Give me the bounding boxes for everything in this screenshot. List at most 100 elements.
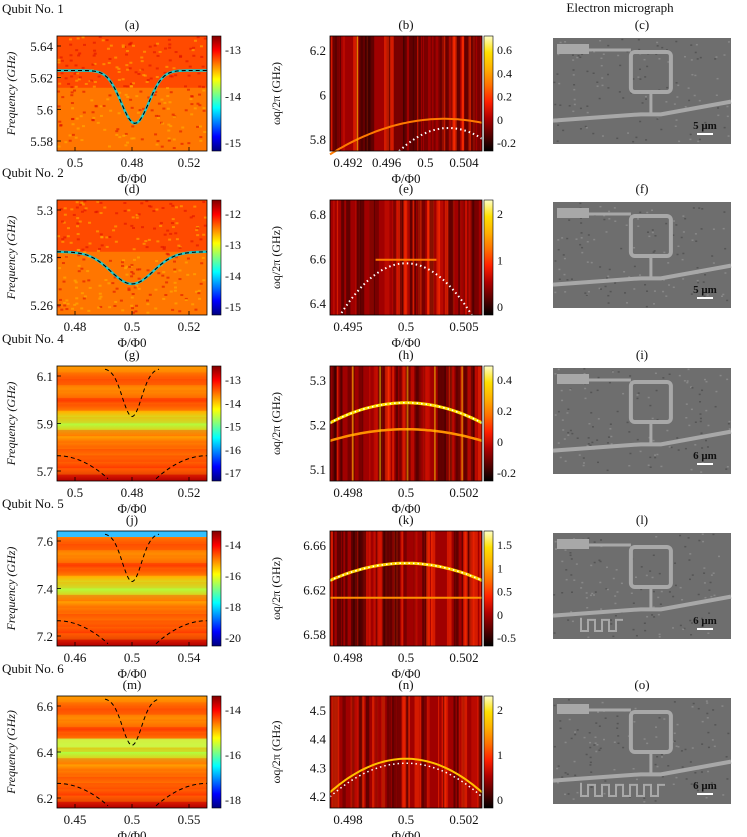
noise-grain bbox=[673, 220, 676, 222]
noise-grain bbox=[680, 236, 683, 239]
noise-pixel bbox=[170, 222, 174, 225]
noise-column bbox=[365, 696, 370, 808]
noise-grain bbox=[697, 281, 700, 284]
noise-pixel bbox=[129, 61, 133, 64]
noise-pixel bbox=[174, 206, 178, 209]
noise-grain bbox=[715, 94, 718, 97]
noise-grain bbox=[553, 81, 556, 84]
noise-pixel bbox=[174, 74, 178, 77]
noise-pixel bbox=[58, 288, 62, 291]
y-axis-label: ωq/2π (GHz) bbox=[269, 721, 283, 784]
noise-pixel bbox=[169, 202, 173, 205]
noise-grain bbox=[703, 378, 706, 381]
noise-pixel bbox=[202, 201, 206, 204]
y-tick-label: 5.8 bbox=[310, 132, 326, 147]
colorbar-tick-label: 1 bbox=[497, 748, 503, 762]
noise-pixel bbox=[161, 285, 165, 288]
noise-column bbox=[410, 200, 413, 315]
noise-grain bbox=[701, 625, 704, 627]
noise-column bbox=[369, 366, 371, 481]
noise-grain bbox=[716, 77, 719, 80]
noise-column bbox=[438, 200, 444, 315]
noise-pixel bbox=[186, 273, 190, 276]
noise-grain bbox=[622, 97, 625, 99]
noise-pixel bbox=[199, 136, 203, 139]
noise-pixel bbox=[179, 54, 183, 57]
noise-pixel bbox=[142, 107, 146, 110]
noise-grain bbox=[701, 533, 704, 535]
panel-label: (m) bbox=[123, 677, 142, 692]
noise-pixel bbox=[73, 72, 77, 75]
noise-grain bbox=[660, 590, 663, 593]
noise-grain bbox=[562, 129, 565, 132]
noise-grain bbox=[646, 742, 649, 745]
noise-grain bbox=[645, 139, 648, 141]
noise-column bbox=[381, 696, 385, 808]
noise-grain bbox=[699, 401, 702, 403]
noise-pixel bbox=[147, 238, 151, 241]
heatmap-stripe bbox=[57, 594, 207, 602]
colorbar bbox=[483, 530, 494, 647]
noise-grain bbox=[646, 615, 649, 618]
scale-bar-label: 6 μm bbox=[693, 450, 717, 462]
noise-pixel bbox=[201, 256, 205, 259]
noise-pixel bbox=[115, 130, 119, 133]
noise-column bbox=[360, 696, 365, 808]
panel-label: (f) bbox=[636, 181, 649, 196]
x-axis-label: Φ/Φ0 bbox=[117, 171, 146, 186]
noise-grain bbox=[688, 559, 691, 561]
x-tick-label: 0.45 bbox=[64, 812, 87, 827]
noise-grain bbox=[596, 81, 599, 84]
x-tick-label: 0.498 bbox=[333, 485, 362, 500]
noise-grain bbox=[573, 538, 576, 540]
noise-grain bbox=[600, 539, 603, 541]
noise-pixel bbox=[166, 95, 170, 98]
noise-column bbox=[387, 696, 389, 808]
noise-grain bbox=[698, 99, 701, 102]
noise-column bbox=[342, 36, 346, 151]
noise-pixel bbox=[84, 207, 88, 210]
noise-grain bbox=[635, 634, 638, 637]
noise-grain bbox=[722, 293, 725, 296]
noise-pixel bbox=[73, 89, 77, 92]
noise-grain bbox=[554, 103, 557, 106]
colorbar-tick-label: 0 bbox=[497, 608, 503, 622]
noise-pixel bbox=[198, 125, 202, 128]
noise-grain bbox=[721, 295, 724, 298]
noise-pixel bbox=[189, 216, 193, 219]
noise-pixel bbox=[114, 225, 118, 228]
noise-grain bbox=[553, 745, 556, 748]
noise-grain bbox=[600, 608, 603, 610]
noise-pixel bbox=[157, 102, 161, 105]
electron-micrograph-header: Electron micrograph bbox=[566, 0, 674, 15]
noise-grain bbox=[696, 279, 699, 282]
noise-pixel bbox=[168, 238, 172, 241]
noise-column bbox=[465, 366, 467, 481]
noise-grain bbox=[654, 235, 657, 237]
noise-column bbox=[426, 531, 430, 646]
noise-pixel bbox=[98, 247, 102, 250]
noise-grain bbox=[616, 591, 619, 593]
noise-column bbox=[461, 531, 463, 646]
noise-pixel bbox=[161, 207, 165, 210]
noise-grain bbox=[660, 128, 663, 131]
noise-grain bbox=[579, 217, 582, 219]
noise-grain bbox=[592, 132, 595, 135]
noise-grain bbox=[719, 374, 722, 377]
noise-pixel bbox=[76, 233, 80, 236]
noise-pixel bbox=[114, 300, 118, 303]
noise-grain bbox=[571, 54, 574, 56]
noise-column bbox=[369, 200, 374, 315]
noise-pixel bbox=[159, 222, 163, 225]
noise-grain bbox=[587, 636, 590, 639]
noise-pixel bbox=[107, 145, 111, 148]
noise-grain bbox=[707, 770, 710, 773]
noise-grain bbox=[656, 765, 659, 768]
noise-pixel bbox=[140, 56, 144, 59]
noise-pixel bbox=[184, 297, 188, 300]
noise-grain bbox=[557, 368, 560, 371]
noise-pixel bbox=[76, 127, 80, 130]
noise-column bbox=[464, 531, 467, 646]
noise-grain bbox=[646, 211, 649, 214]
noise-grain bbox=[685, 403, 688, 405]
